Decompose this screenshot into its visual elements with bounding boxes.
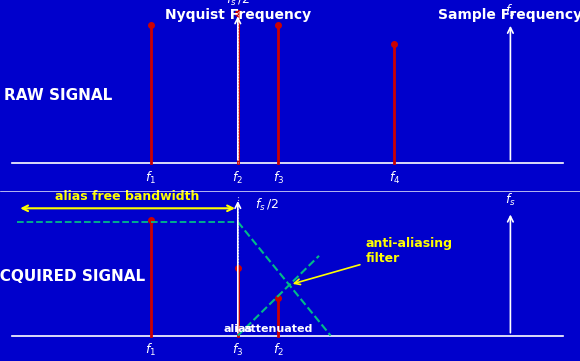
Text: $f_s\,/2$: $f_s\,/2$ bbox=[226, 0, 249, 8]
Text: $f_s$: $f_s$ bbox=[505, 3, 516, 19]
Text: $f_2$: $f_2$ bbox=[273, 342, 284, 358]
Text: Sample Frequency: Sample Frequency bbox=[438, 8, 580, 22]
Text: $f_1$: $f_1$ bbox=[145, 342, 157, 358]
Text: $f_{2}$: $f_{2}$ bbox=[233, 170, 243, 186]
Text: anti-aliasing
filter: anti-aliasing filter bbox=[295, 237, 452, 284]
Text: $f_s\,/2$: $f_s\,/2$ bbox=[255, 196, 279, 213]
Text: attenuated: attenuated bbox=[244, 324, 313, 334]
Text: $f_{4}$: $f_{4}$ bbox=[389, 170, 400, 186]
Text: Nyquist Frequency: Nyquist Frequency bbox=[165, 8, 311, 22]
Text: $f_s$: $f_s$ bbox=[505, 192, 516, 208]
Text: ACQUIRED SIGNAL: ACQUIRED SIGNAL bbox=[0, 269, 145, 284]
Text: alias: alias bbox=[223, 324, 252, 334]
Text: RAW SIGNAL: RAW SIGNAL bbox=[4, 88, 112, 103]
Text: $f_{3}$: $f_{3}$ bbox=[273, 170, 284, 186]
Text: $f_3$: $f_3$ bbox=[232, 342, 244, 358]
Text: alias free bandwidth: alias free bandwidth bbox=[56, 190, 200, 203]
Text: $f_{1}$: $f_{1}$ bbox=[145, 170, 157, 186]
